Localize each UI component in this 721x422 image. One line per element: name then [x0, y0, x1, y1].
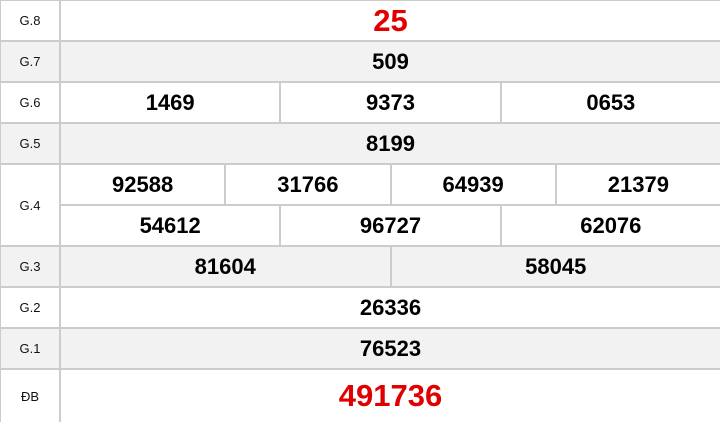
- prize-number: 509: [372, 48, 409, 74]
- prize-label: G.3: [1, 247, 61, 286]
- prize-number: 26336: [359, 294, 422, 320]
- prize-row-g1: G.1 76523: [1, 329, 720, 370]
- prize-label: G.1: [1, 329, 61, 368]
- prize-label: G.4: [1, 165, 61, 245]
- special-prize-number: 491736: [338, 378, 443, 413]
- prize-number: 1469: [61, 83, 282, 122]
- prize-number: 64939: [392, 165, 557, 204]
- prize-number: 21379: [607, 171, 669, 197]
- prize-number: 25: [373, 2, 408, 38]
- prize-row-g2: G.2 26336: [1, 288, 720, 329]
- prize-row-g7: G.7 509: [1, 42, 720, 83]
- prize-row-g6: G.6 1469 9373 0653: [1, 83, 720, 124]
- prize-row-g3: G.3 81604 58045: [1, 247, 720, 288]
- prize-label: G.5: [1, 124, 61, 163]
- prize-label: ĐB: [1, 370, 61, 422]
- prize-row-g4: G.4 92588 31766 64939 21379 54612 96727 …: [1, 165, 720, 247]
- prize-number: 96727: [281, 206, 502, 245]
- prize-label: G.7: [1, 42, 61, 81]
- prize-number: 8199: [366, 130, 415, 156]
- prize-label: G.2: [1, 288, 61, 327]
- prize-row-special: ĐB 491736: [1, 370, 720, 422]
- prize-number: 31766: [226, 165, 392, 204]
- prize-row-g8: G.8 25: [1, 1, 720, 42]
- prize-number: 92588: [61, 165, 227, 204]
- prize-label: G.8: [1, 1, 61, 40]
- prize-number: 9373: [281, 83, 502, 122]
- prize-number: 62076: [580, 212, 642, 238]
- prize-number: 81604: [61, 247, 392, 286]
- prize-label: G.6: [1, 83, 61, 122]
- prize-number: 54612: [61, 206, 282, 245]
- prize-number: 58045: [525, 253, 587, 279]
- prize-number: 0653: [586, 89, 636, 115]
- prize-row-g5: G.5 8199: [1, 124, 720, 165]
- prize-number: 76523: [359, 335, 422, 361]
